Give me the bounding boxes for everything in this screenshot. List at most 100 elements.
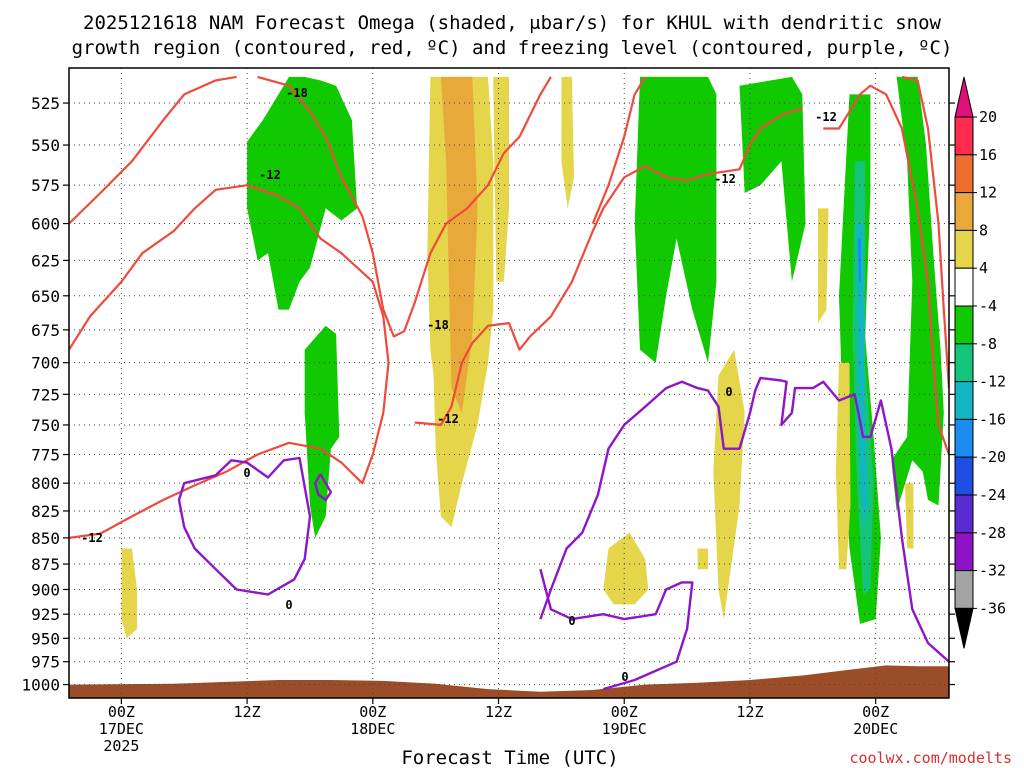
- x-tick-label: 12Z: [736, 703, 763, 721]
- omega-region: [121, 548, 138, 639]
- dgz-contour: [69, 75, 237, 225]
- x-tick-label: 00Z: [862, 703, 889, 721]
- x-tick-label: 19DEC: [602, 720, 647, 738]
- omega-shading: [121, 76, 944, 639]
- omega-region: [304, 325, 340, 538]
- y-tick-label: 775: [31, 446, 60, 465]
- colorbar-label: -12: [979, 373, 1006, 391]
- ground-surface: [69, 665, 949, 698]
- y-tick-label: 550: [31, 136, 60, 155]
- y-tick-label: 950: [31, 629, 60, 648]
- y-tick-label: 575: [31, 176, 60, 195]
- y-tick-label: 875: [31, 555, 60, 574]
- freezing-contours: [177, 376, 949, 691]
- omega-region: [561, 76, 574, 209]
- colorbar-segment: [954, 456, 974, 496]
- contour-label: -12: [437, 412, 459, 426]
- dgz-contour: [591, 76, 647, 225]
- colorbar-segment: [954, 570, 974, 609]
- colorbar-segment: [954, 494, 974, 534]
- credit-text: coolwx.com/modelts: [849, 749, 1012, 767]
- x-tick-label: 20DEC: [853, 720, 898, 738]
- x-tick-label: 00Z: [359, 703, 386, 721]
- colorbar-under-triangle: [954, 607, 974, 649]
- colorbar-label: 4: [979, 259, 988, 277]
- y-tick-label: 700: [31, 354, 60, 373]
- contour-label: -12: [81, 531, 103, 545]
- y-tick-label: 850: [31, 529, 60, 548]
- colorbar-label: -28: [979, 524, 1006, 542]
- freezing-contour: [177, 456, 312, 596]
- contour-label: -18: [286, 86, 308, 100]
- colorbar-segment: [954, 267, 974, 307]
- omega-region: [697, 548, 708, 570]
- colorbar-segment: [954, 192, 974, 231]
- colorbar-label: -4: [979, 297, 997, 315]
- contour-label: -12: [259, 168, 281, 182]
- y-tick-label: 525: [31, 94, 60, 113]
- colorbar-label: -16: [979, 410, 1006, 428]
- colorbar: 20 16 12 8 4 -4 -8 -12 -16 -20 -24 -28 -32 -36: [954, 76, 1006, 649]
- dgz-contour: [257, 75, 552, 338]
- omega-region: [891, 76, 944, 512]
- colorbar-segment: [954, 418, 974, 458]
- y-tick-label: 900: [31, 580, 60, 599]
- omega-region: [440, 76, 478, 413]
- colorbar-label: -32: [979, 562, 1006, 580]
- omega-region: [835, 362, 851, 570]
- omega-region: [905, 483, 914, 549]
- contour-label: 0: [568, 614, 575, 628]
- colorbar-label: 12: [979, 184, 997, 202]
- chart-title-line-1: 2025121618 NAM Forecast Omega (shaded, μ…: [83, 12, 941, 34]
- omega-region: [634, 76, 717, 363]
- x-tick-label: 12Z: [485, 703, 512, 721]
- contour-label: 0: [243, 466, 250, 480]
- contour-label: -18: [427, 318, 449, 332]
- y-tick-label: 725: [31, 385, 60, 404]
- freezing-contour: [539, 568, 694, 691]
- y-tick-label: 750: [31, 416, 60, 435]
- dgz-contour: [901, 75, 949, 389]
- freezing-contour: [539, 376, 949, 663]
- colorbar-label: 16: [979, 146, 997, 164]
- colorbar-segment: [954, 116, 974, 156]
- y-tick-label: 600: [31, 215, 60, 234]
- colorbar-segment: [954, 343, 974, 383]
- omega-region: [856, 223, 868, 528]
- y-tick-label: 825: [31, 502, 60, 521]
- y-tick-label: 800: [31, 474, 60, 493]
- colorbar-label: -8: [979, 335, 997, 353]
- contour-label: 0: [725, 385, 732, 399]
- y-tick-label: 625: [31, 251, 60, 270]
- x-tick-label: 12Z: [234, 703, 261, 721]
- omega-region: [247, 76, 358, 310]
- x-tick-label: 2025: [103, 737, 139, 755]
- y-tick-label: 975: [31, 653, 60, 672]
- x-tick-label: 17DEC: [99, 720, 144, 738]
- omega-region: [493, 76, 509, 282]
- y-axis: 525 550 575 600 625 650 675 700 725 750 775 800 825 8…: [21, 94, 955, 695]
- contour-label: -12: [815, 110, 837, 124]
- colorbar-label: 20: [979, 108, 997, 126]
- y-tick-label: 650: [31, 287, 60, 306]
- x-tick-label: 00Z: [108, 703, 135, 721]
- colorbar-segment: [954, 154, 974, 194]
- colorbar-segment: [954, 381, 974, 420]
- y-tick-label: 1000: [21, 676, 60, 695]
- colorbar-segment: [954, 532, 974, 572]
- omega-region: [818, 208, 829, 324]
- contour-label: -12: [714, 172, 736, 186]
- y-tick-label: 925: [31, 605, 60, 624]
- colorbar-over-triangle: [954, 76, 974, 118]
- colorbar-label: -36: [979, 599, 1006, 617]
- colorbar-label: -20: [979, 448, 1006, 466]
- chart-title-line-2: growth region (contoured, red, ºC) and f…: [72, 37, 953, 59]
- plot-frame: [68, 67, 950, 699]
- dgz-contour: [69, 184, 390, 539]
- dgz-contour: [414, 107, 803, 426]
- freezing-contour: [314, 473, 333, 502]
- dgz-contour: [823, 84, 949, 455]
- contour-label: 0: [621, 670, 628, 684]
